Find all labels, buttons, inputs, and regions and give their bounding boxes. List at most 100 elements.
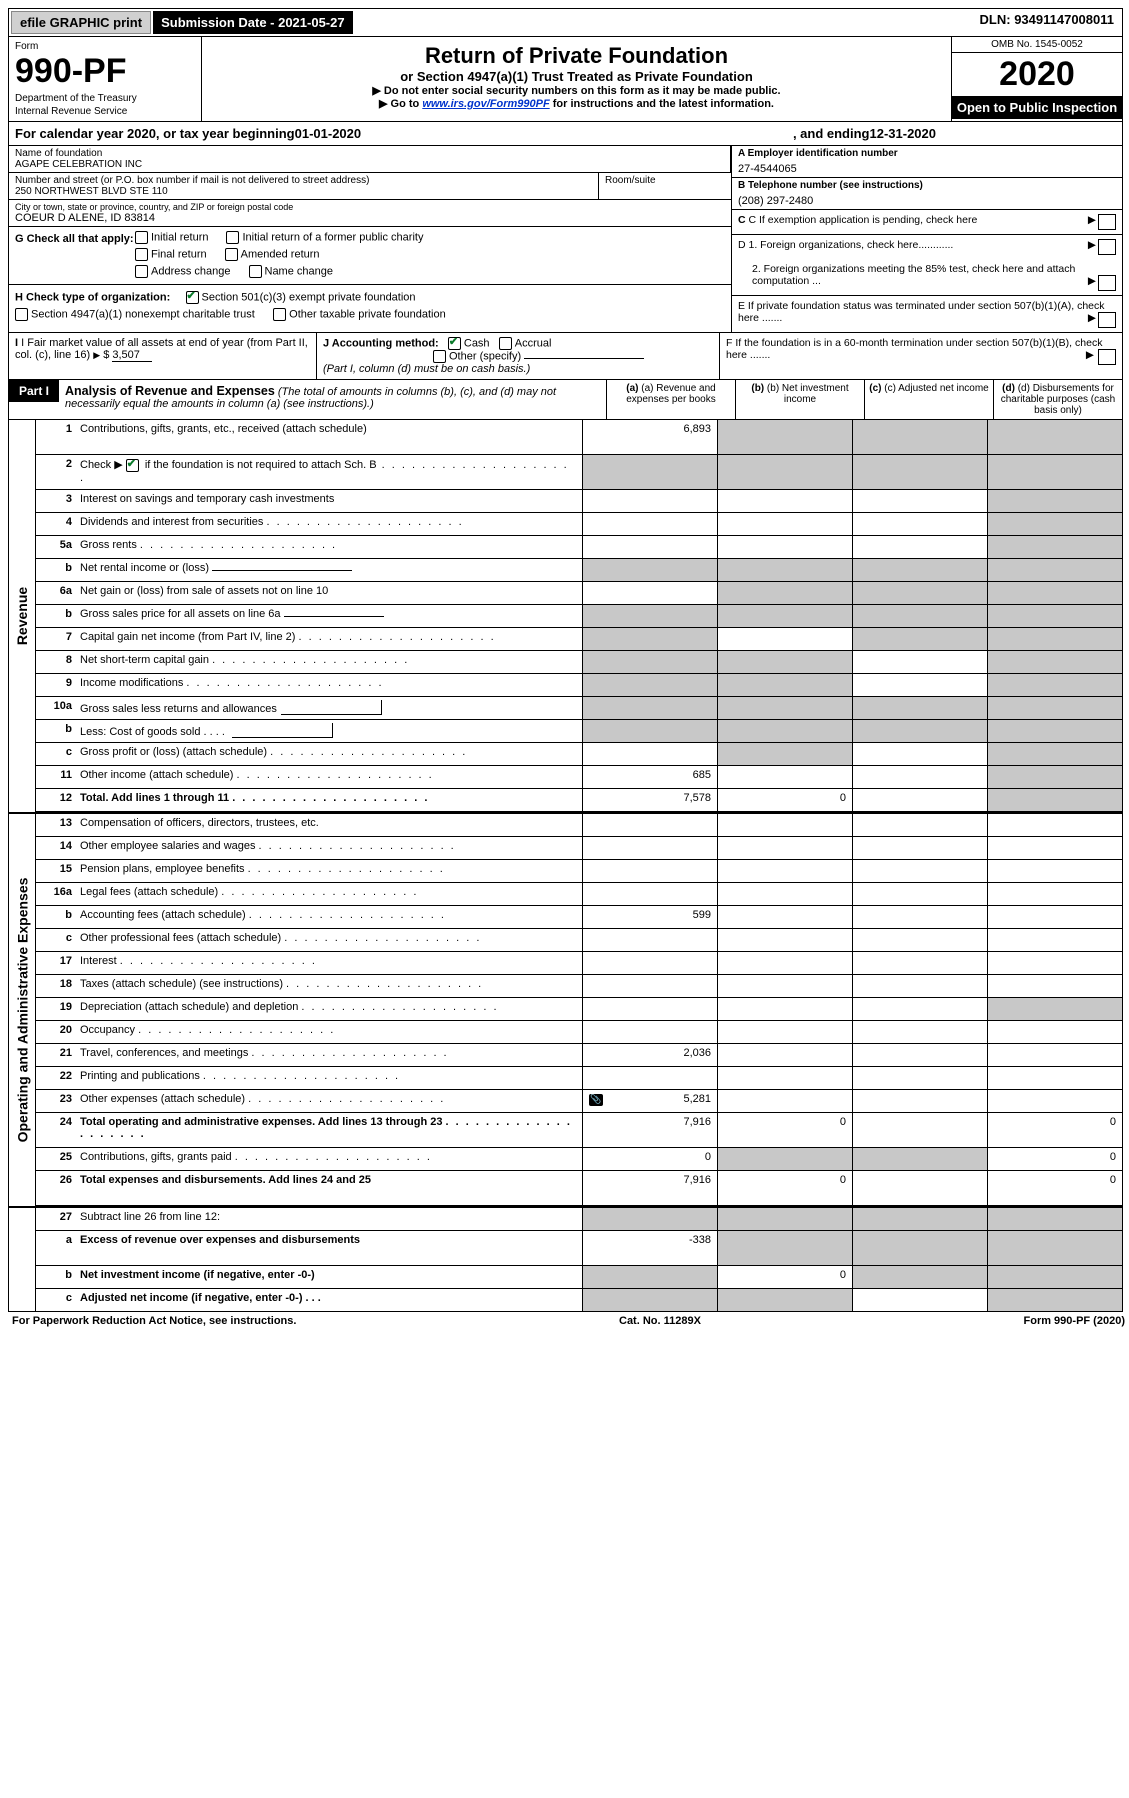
- l5b-desc: Net rental income or (loss): [76, 559, 582, 581]
- l1-a: 6,893: [582, 420, 717, 454]
- l27a-b: [717, 1231, 852, 1265]
- l2-pre: Check ▶: [80, 459, 126, 471]
- ck-sch-b[interactable]: [126, 459, 139, 472]
- l22-b: [717, 1067, 852, 1089]
- l7-a: [582, 628, 717, 650]
- line-5a: 5aGross rents: [36, 536, 1122, 559]
- l12-text: Total. Add lines 1 through 11: [80, 792, 229, 804]
- l12-c: [852, 789, 987, 811]
- l16b-text: Accounting fees (attach schedule): [80, 909, 246, 921]
- l27b-b: 0: [717, 1266, 852, 1288]
- line-11: 11Other income (attach schedule) 685: [36, 766, 1122, 789]
- opt-name: Name change: [265, 265, 334, 277]
- ck-other-method[interactable]: [433, 350, 446, 363]
- ck-accrual[interactable]: [499, 337, 512, 350]
- l11-c: [852, 766, 987, 788]
- l11-desc: Other income (attach schedule): [76, 766, 582, 788]
- l10b-b: [717, 720, 852, 742]
- col-b-head: (b) (b) Net investment income: [735, 380, 864, 419]
- l20-c: [852, 1021, 987, 1043]
- l27-desc: Subtract line 26 from line 12:: [76, 1208, 582, 1230]
- ck-initial-return[interactable]: [135, 231, 148, 244]
- l3-desc: Interest on savings and temporary cash i…: [76, 490, 582, 512]
- l23-c: [852, 1090, 987, 1112]
- top-bar: efile GRAPHIC print Submission Date - 20…: [9, 9, 1122, 37]
- efile-print-button[interactable]: efile GRAPHIC print: [11, 11, 151, 34]
- ck-name-change[interactable]: [249, 265, 262, 278]
- ck-d1-box[interactable]: [1098, 239, 1116, 255]
- cat-no: Cat. No. 11289X: [619, 1315, 701, 1327]
- ck-final-return[interactable]: [135, 248, 148, 261]
- l14-num: 14: [36, 837, 76, 859]
- l14-desc: Other employee salaries and wages: [76, 837, 582, 859]
- ck-e-box[interactable]: [1098, 312, 1116, 328]
- l26-a: 7,916: [582, 1171, 717, 1205]
- l16c-text: Other professional fees (attach schedule…: [80, 932, 281, 944]
- l14-d: [987, 837, 1122, 859]
- ck-address-change[interactable]: [135, 265, 148, 278]
- l2-b: [717, 455, 852, 489]
- side-expenses: Operating and Administrative Expenses: [9, 814, 36, 1206]
- l25-d: 0: [987, 1148, 1122, 1170]
- ck-d2-box[interactable]: [1098, 275, 1116, 291]
- ck-initial-former[interactable]: [226, 231, 239, 244]
- l19-num: 19: [36, 998, 76, 1020]
- l10c-text: Gross profit or (loss) (attach schedule): [80, 746, 267, 758]
- l16c-c: [852, 929, 987, 951]
- ck-cash[interactable]: [448, 337, 461, 350]
- i-value: 3,507: [112, 349, 152, 362]
- l16b-c: [852, 906, 987, 928]
- l16a-d: [987, 883, 1122, 905]
- ck-other-taxable[interactable]: [273, 308, 286, 321]
- ck-amended-return[interactable]: [225, 248, 238, 261]
- l24-a: 7,916: [582, 1113, 717, 1147]
- form-footer: For Paperwork Reduction Act Notice, see …: [8, 1312, 1129, 1330]
- l10c-d: [987, 743, 1122, 765]
- col-d-head: (d) (d) Disbursements for charitable pur…: [993, 380, 1122, 419]
- g-check-row: G Check all that apply: Initial return I…: [9, 227, 731, 285]
- l5a-c: [852, 536, 987, 558]
- ck-c-box[interactable]: [1098, 214, 1116, 230]
- addr-label: Number and street (or P.O. box number if…: [15, 175, 592, 186]
- line-10c: cGross profit or (loss) (attach schedule…: [36, 743, 1122, 766]
- form-number: 990-PF: [15, 52, 195, 91]
- city-label: City or town, state or province, country…: [15, 202, 725, 212]
- irs-link[interactable]: www.irs.gov/Form990PF: [422, 98, 549, 110]
- l22-a: [582, 1067, 717, 1089]
- j-label: J Accounting method:: [323, 337, 439, 349]
- l21-text: Travel, conferences, and meetings: [80, 1047, 248, 1059]
- submission-date-badge: Submission Date - 2021-05-27: [153, 11, 353, 34]
- l19-d: [987, 998, 1122, 1020]
- i-fmv: I I Fair market value of all assets at e…: [9, 333, 317, 379]
- line-27a: aExcess of revenue over expenses and dis…: [36, 1231, 1122, 1266]
- e-terminated: E If private foundation status was termi…: [732, 296, 1122, 332]
- ck-4947[interactable]: [15, 308, 28, 321]
- l12-b: 0: [717, 789, 852, 811]
- l9-d: [987, 674, 1122, 696]
- ck-501c3[interactable]: [186, 291, 199, 304]
- l17-d: [987, 952, 1122, 974]
- line-8: 8Net short-term capital gain: [36, 651, 1122, 674]
- side-expenses-text: Operating and Administrative Expenses: [14, 878, 30, 1143]
- l6b-num: b: [36, 605, 76, 627]
- l16a-desc: Legal fees (attach schedule): [76, 883, 582, 905]
- h-label: H Check type of organization:: [15, 291, 170, 303]
- l6a-b: [717, 582, 852, 604]
- l8-num: 8: [36, 651, 76, 673]
- ck-f-box[interactable]: [1098, 349, 1116, 365]
- ijf-row: I I Fair market value of all assets at e…: [9, 333, 1122, 380]
- l5b-a: [582, 559, 717, 581]
- col-c-head: (c) (c) Adjusted net income: [864, 380, 993, 419]
- room-suite: Room/suite: [599, 173, 731, 199]
- line-17: 17Interest: [36, 952, 1122, 975]
- attachment-icon[interactable]: 📎: [589, 1094, 603, 1106]
- l11-d: [987, 766, 1122, 788]
- l5b-text: Net rental income or (loss): [80, 562, 209, 574]
- l13-b: [717, 814, 852, 836]
- l17-b: [717, 952, 852, 974]
- l26-c: [852, 1171, 987, 1205]
- l12-desc: Total. Add lines 1 through 11: [76, 789, 582, 811]
- open-public-badge: Open to Public Inspection: [952, 96, 1122, 119]
- l6a-num: 6a: [36, 582, 76, 604]
- l16c-d: [987, 929, 1122, 951]
